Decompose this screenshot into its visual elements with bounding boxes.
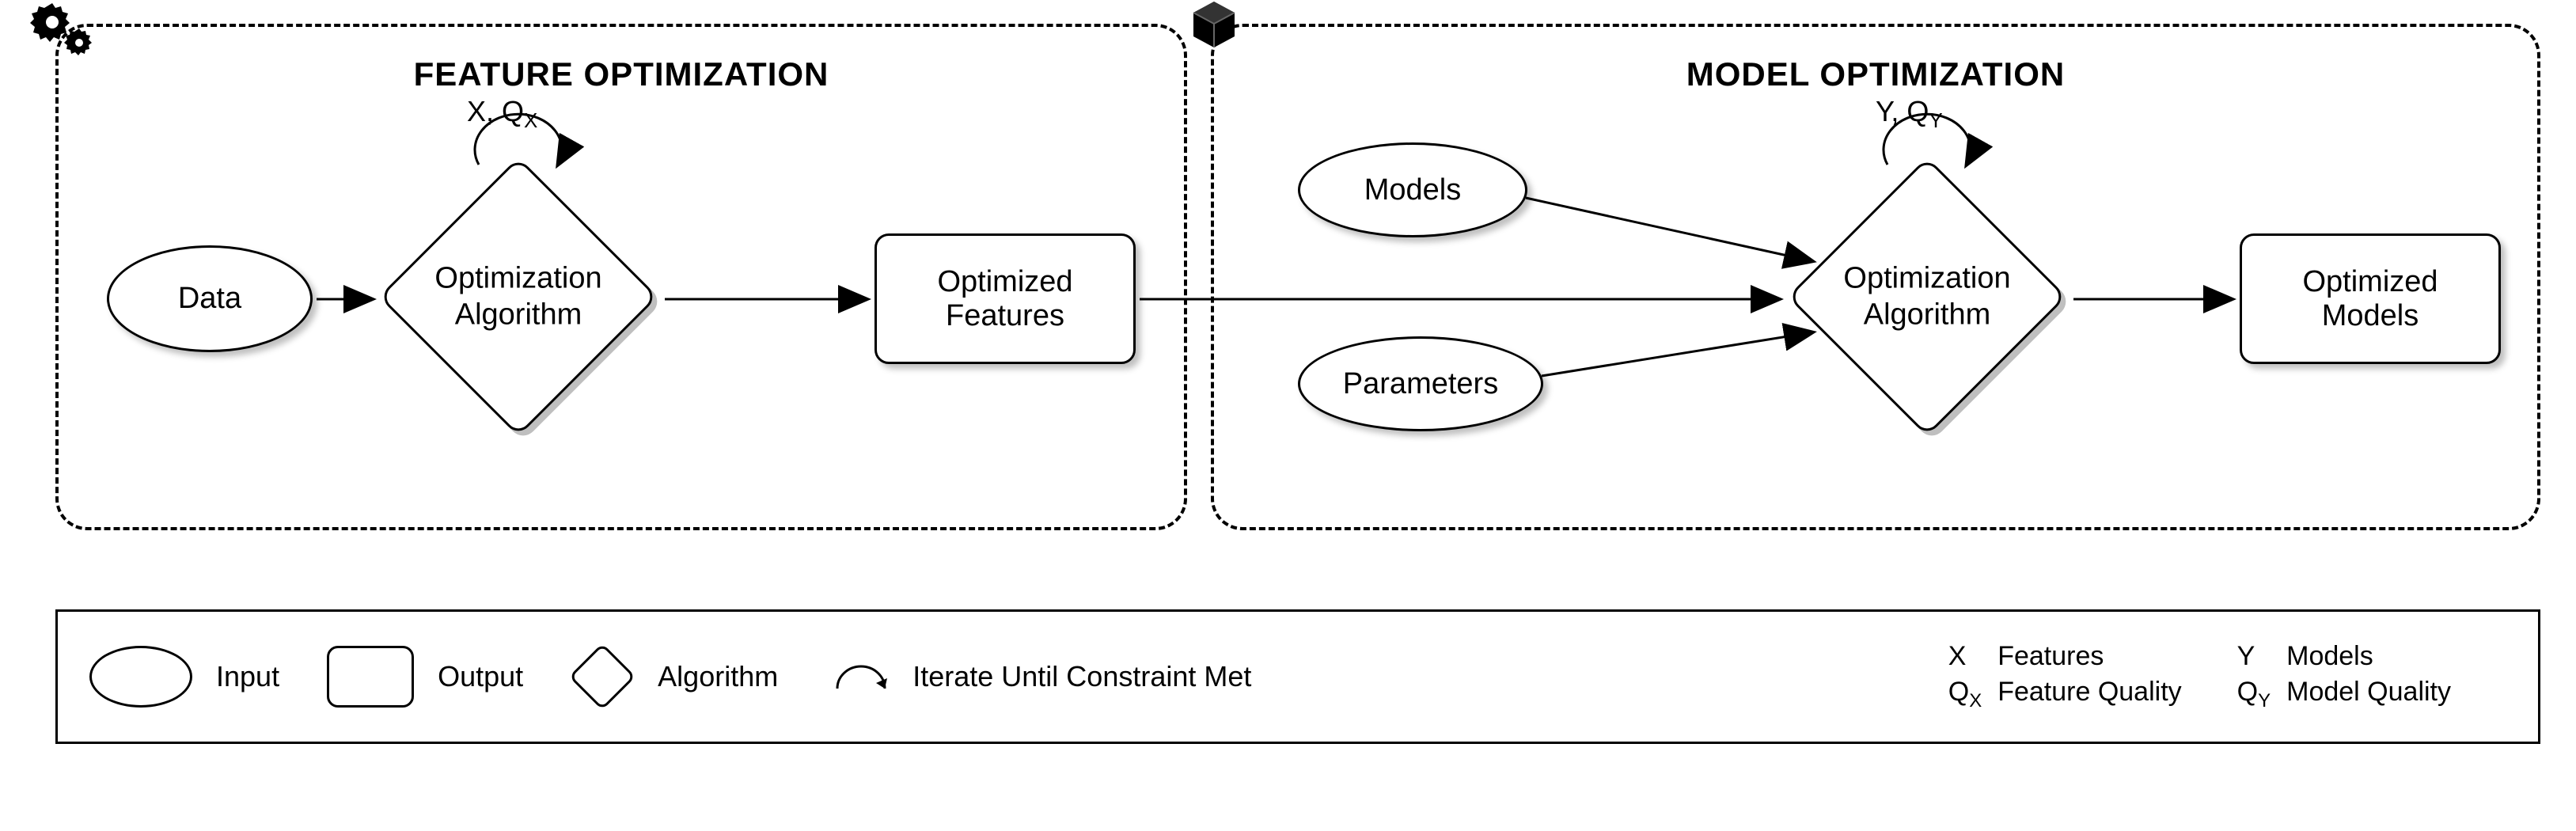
- opt2-node-label: Optimization Algorithm: [1789, 260, 2066, 332]
- legend-algorithm: Algorithm: [571, 653, 778, 700]
- out-node-label: Optimized Models: [2302, 265, 2438, 333]
- legend-iterate: Iterate Until Constraint Met: [825, 653, 1251, 700]
- loop-arrow-icon: [825, 653, 897, 700]
- opt2-loop-label: Y, QY: [1876, 95, 1943, 133]
- diamond-icon: [569, 643, 636, 711]
- data-node: Data: [107, 245, 313, 352]
- params-node-label: Parameters: [1343, 367, 1498, 401]
- gears-icon: [30, 0, 103, 59]
- opt1-node: Optimization Algorithm: [419, 198, 617, 396]
- models-node-label: Models: [1364, 173, 1462, 207]
- out-node: Optimized Models: [2240, 233, 2501, 364]
- legend: Input Output Algorithm Iterate Until Con…: [55, 609, 2540, 744]
- data-node-label: Data: [178, 282, 241, 316]
- feat-node: Optimized Features: [874, 233, 1136, 364]
- feature-panel-title: FEATURE OPTIMIZATION: [59, 55, 1184, 93]
- params-node: Parameters: [1298, 336, 1543, 431]
- opt1-loop-label: X, QX: [467, 95, 537, 133]
- opt2-node: Optimization Algorithm: [1828, 198, 2026, 396]
- model-panel-title: MODEL OPTIMIZATION: [1214, 55, 2537, 93]
- opt1-node-label: Optimization Algorithm: [380, 260, 657, 332]
- models-node: Models: [1298, 142, 1527, 237]
- legend-input: Input: [89, 646, 279, 708]
- legend-defs-2: Y Models QY Model Quality: [2237, 641, 2451, 712]
- ellipse-icon: [89, 646, 192, 708]
- cube-icon: [1186, 0, 1242, 54]
- legend-output: Output: [327, 646, 523, 708]
- legend-defs-1: X Features QX Feature Quality: [1948, 641, 2182, 712]
- rect-icon: [327, 646, 414, 708]
- feat-node-label: Optimized Features: [937, 265, 1072, 333]
